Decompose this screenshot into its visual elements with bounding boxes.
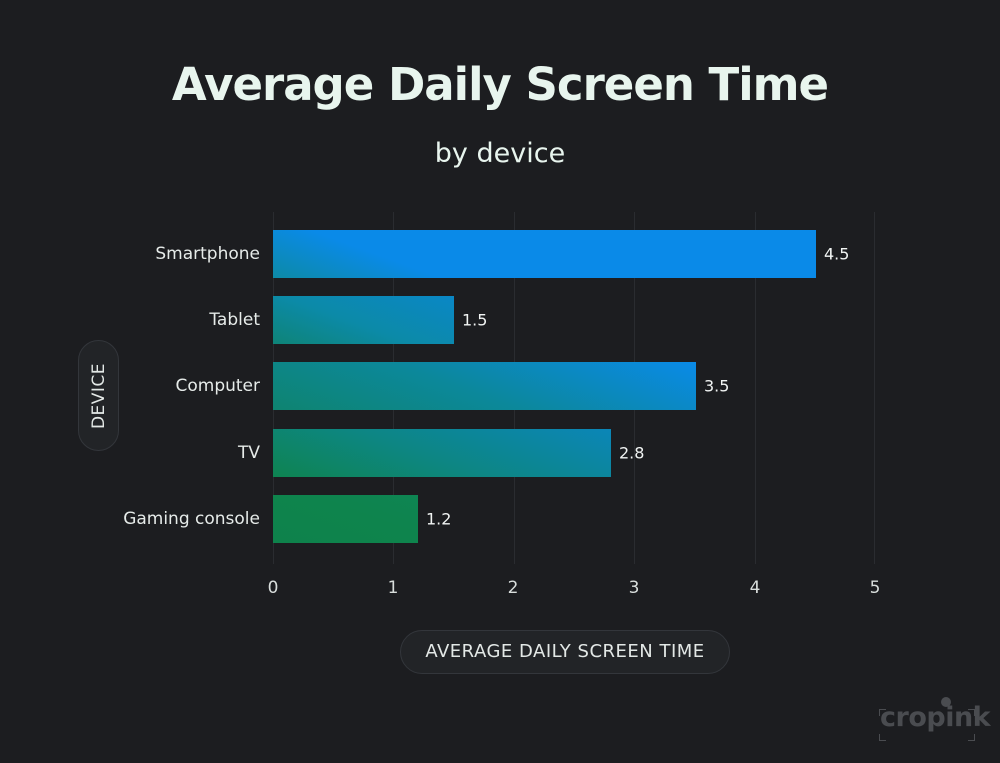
watermark-logo: cropink xyxy=(880,702,991,733)
category-label-gaming-console: Gaming console xyxy=(123,509,260,529)
bar-smartphone xyxy=(273,230,816,278)
x-tick-1: 1 xyxy=(387,578,399,598)
watermark-dot-icon xyxy=(941,697,951,707)
x-tick-5: 5 xyxy=(869,578,881,598)
x-tick-0: 0 xyxy=(267,578,279,598)
gridline-5 xyxy=(874,212,875,564)
x-tick-4: 4 xyxy=(749,578,761,598)
category-label-tablet: Tablet xyxy=(209,310,260,330)
bar-computer xyxy=(273,362,696,410)
watermark-corner-icon xyxy=(879,709,886,716)
bar-value-computer: 3.5 xyxy=(704,376,730,396)
gridline-4 xyxy=(755,212,756,564)
bar-value-smartphone: 4.5 xyxy=(824,244,850,264)
bar-tablet xyxy=(273,296,454,344)
chart-title: Average Daily Screen Time xyxy=(171,58,829,111)
bar-tv xyxy=(273,429,611,477)
y-axis-label: DEVICE xyxy=(78,340,119,451)
watermark-corner-icon xyxy=(968,734,975,741)
x-axis-label: AVERAGE DAILY SCREEN TIME xyxy=(400,630,730,674)
bar-value-tv: 2.8 xyxy=(619,443,645,463)
plot-area: 4.5 1.5 3.5 2.8 1.2 xyxy=(273,212,875,564)
bar-value-gaming-console: 1.2 xyxy=(426,509,452,529)
category-label-tv: TV xyxy=(237,443,260,463)
x-tick-3: 3 xyxy=(628,578,640,598)
y-axis-label-text: DEVICE xyxy=(88,362,109,429)
bar-value-tablet: 1.5 xyxy=(462,310,488,330)
chart-subtitle: by device xyxy=(434,138,566,169)
watermark-corner-icon xyxy=(879,734,886,741)
category-label-computer: Computer xyxy=(175,376,260,396)
category-label-smartphone: Smartphone xyxy=(155,244,260,264)
x-tick-2: 2 xyxy=(507,578,519,598)
bar-gaming-console xyxy=(273,495,418,543)
watermark-corner-icon xyxy=(968,709,975,716)
